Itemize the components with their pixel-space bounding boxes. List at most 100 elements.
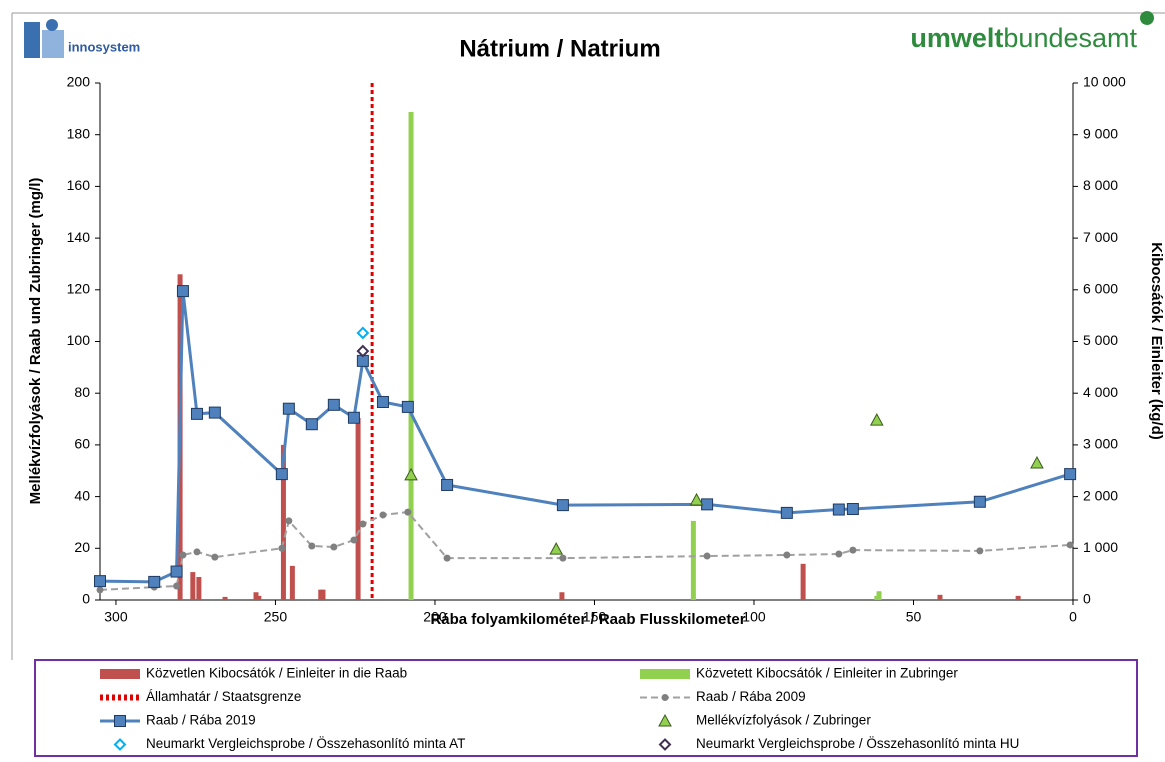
scatter-series — [356, 326, 370, 340]
legend-item: Közvetlen Kibocsátók / Einleiter in die … — [100, 666, 407, 681]
line-series — [96, 508, 1074, 594]
marker — [556, 499, 569, 512]
bar-series — [408, 111, 882, 601]
legend-label: Államhatár / Staatsgrenze — [146, 689, 301, 704]
bar — [190, 572, 196, 600]
scatter-series — [356, 344, 370, 358]
legend-item: Közvetett Kibocsátók / Einleiter in Zubr… — [640, 666, 958, 681]
marker — [976, 547, 984, 555]
marker — [559, 554, 567, 562]
marker — [1064, 468, 1077, 481]
bar-series — [177, 274, 1021, 600]
marker — [347, 411, 360, 424]
legend-label: Neumarkt Vergleichsprobe / Összehasonlít… — [696, 736, 1019, 751]
bar — [559, 592, 565, 600]
x-tick-label: 50 — [906, 609, 922, 625]
y-tick-label: 160 — [67, 177, 91, 193]
marker — [404, 508, 412, 516]
x-tick-label: 150 — [583, 609, 607, 625]
y-tick-label: 20 — [74, 539, 90, 555]
y-tick-label: 80 — [74, 384, 90, 400]
line-series — [94, 285, 1077, 588]
legend-label: Raab / Rába 2019 — [146, 713, 256, 728]
plot-frame — [99, 83, 1074, 601]
right-logo-regular: bundesamt — [1003, 23, 1137, 53]
x-tick-label: 250 — [264, 609, 288, 625]
marker — [193, 548, 201, 556]
marker — [350, 536, 358, 544]
marker — [285, 517, 293, 525]
x-tick-label: 300 — [104, 609, 128, 625]
y2-tick-label: 0 — [1083, 591, 1091, 607]
y2-tick-label: 4 000 — [1083, 384, 1118, 400]
y2-tick-label: 2 000 — [1083, 487, 1118, 503]
left-logo: innosystem — [24, 19, 140, 58]
marker — [282, 402, 295, 415]
right-logo: umweltbundesamt — [910, 23, 1137, 53]
marker — [832, 503, 845, 516]
bar — [876, 591, 882, 600]
legend-item: Neumarkt Vergleichsprobe / Összehasonlít… — [113, 736, 465, 751]
marker — [356, 344, 370, 358]
y-tick-label: 200 — [67, 74, 91, 90]
marker — [379, 511, 387, 519]
legend-label: Közvetett Kibocsátók / Einleiter in Zubr… — [696, 666, 958, 681]
x-tick-label: 0 — [1069, 609, 1077, 625]
marker — [176, 285, 189, 298]
legend-label: Közvetlen Kibocsátók / Einleiter in die … — [146, 666, 407, 681]
marker — [1066, 541, 1074, 549]
y2-tick-label: 3 000 — [1083, 436, 1118, 452]
marker — [658, 738, 672, 751]
y-tick-label: 180 — [67, 125, 91, 141]
line — [99, 290, 1071, 584]
marker — [211, 553, 219, 561]
marker — [327, 398, 340, 411]
marker — [305, 418, 318, 431]
y2-tick-label: 9 000 — [1083, 125, 1118, 141]
bar — [690, 520, 696, 600]
x-tick-label: 100 — [742, 609, 766, 625]
marker — [330, 543, 338, 551]
y2-axis-label: Kibocsátók / Einleiter (kg/d) — [1148, 242, 1165, 440]
bar — [289, 565, 295, 600]
marker — [356, 326, 370, 340]
legend-item: Mellékvízfolyások / Zubringer — [658, 713, 871, 728]
marker — [96, 586, 104, 594]
marker — [661, 694, 669, 701]
legend-box — [34, 659, 1138, 757]
marker — [835, 550, 843, 558]
marker — [114, 715, 126, 727]
right-logo-bold: umwelt — [910, 23, 1003, 53]
bar — [937, 594, 943, 600]
marker — [308, 542, 316, 550]
marker — [849, 546, 857, 554]
marker — [658, 713, 672, 727]
chart-title: Nátrium / Natrium — [459, 35, 660, 62]
legend-label: Mellékvízfolyások / Zubringer — [696, 713, 871, 728]
legend-item: Államhatár / Staatsgrenze — [100, 689, 301, 704]
legend-item: Neumarkt Vergleichsprobe / Összehasonlít… — [658, 736, 1019, 751]
bar — [1015, 595, 1021, 600]
y2-tick-label: 5 000 — [1083, 332, 1118, 348]
legend-item: Raab / Rába 2009 — [640, 689, 806, 704]
marker — [376, 395, 389, 408]
marker — [443, 554, 451, 562]
y-axis-label: Mellékvízfolyások / Raab und Zubringer (… — [27, 178, 44, 505]
marker — [170, 565, 183, 578]
marker — [148, 575, 161, 588]
marker — [275, 468, 288, 481]
x-axis-label: Rába folyamkilométer / Raab Flusskilomet… — [430, 611, 745, 628]
marker — [689, 492, 704, 506]
bar — [355, 418, 361, 600]
marker — [441, 478, 454, 491]
bar — [320, 589, 326, 600]
marker — [701, 498, 714, 511]
marker — [846, 503, 859, 516]
y2-tick-label: 6 000 — [1083, 281, 1118, 297]
y-tick-label: 120 — [67, 281, 91, 297]
y-tick-label: 60 — [74, 436, 90, 452]
marker — [783, 551, 791, 559]
marker — [173, 582, 181, 590]
logo-dot — [1140, 11, 1154, 25]
